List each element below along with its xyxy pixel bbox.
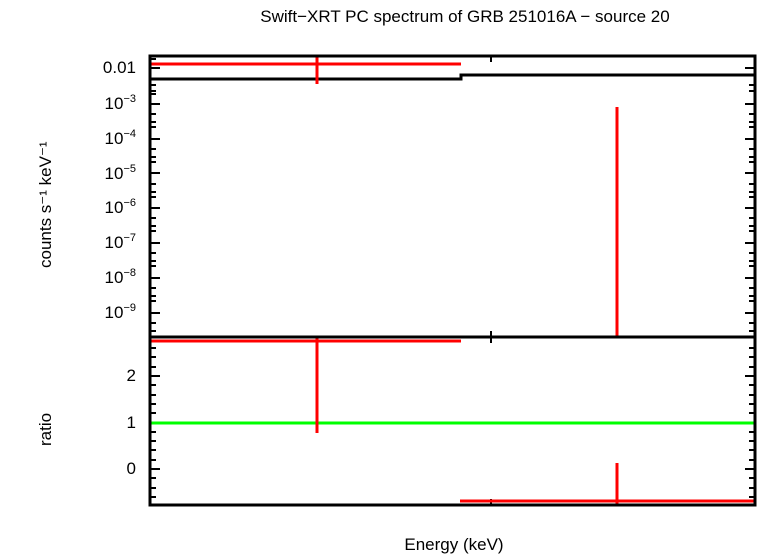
bottom-panel-frame	[148, 335, 757, 507]
y-tick-top-4: 10−6	[104, 197, 136, 218]
y-tick-bottom-1: 1	[126, 413, 136, 432]
y-tick-top-7: 10−9	[104, 302, 136, 323]
y-tick-top-0: 0.01	[102, 58, 136, 77]
y-tick-bottom-2: 2	[126, 366, 136, 385]
chart-title: Swift−XRT PC spectrum of GRB 251016A − s…	[260, 7, 670, 26]
y-tick-top-5: 10−7	[104, 232, 136, 253]
y-tick-top-3: 10−5	[104, 163, 136, 184]
top-panel-frame	[148, 54, 757, 339]
model-step-line	[150, 73, 755, 81]
y-tick-top-6: 10−8	[104, 267, 136, 288]
top-panel-ticks	[150, 58, 755, 332]
ratio-data-points	[150, 337, 755, 505]
spectrum-data-points	[150, 56, 619, 337]
x-axis-label: Energy (keV)	[404, 535, 504, 554]
y-tick-top-1: 10−3	[104, 93, 136, 114]
y-tick-bottom-0: 0	[126, 459, 136, 478]
y-tick-top-2: 10−4	[104, 128, 136, 149]
